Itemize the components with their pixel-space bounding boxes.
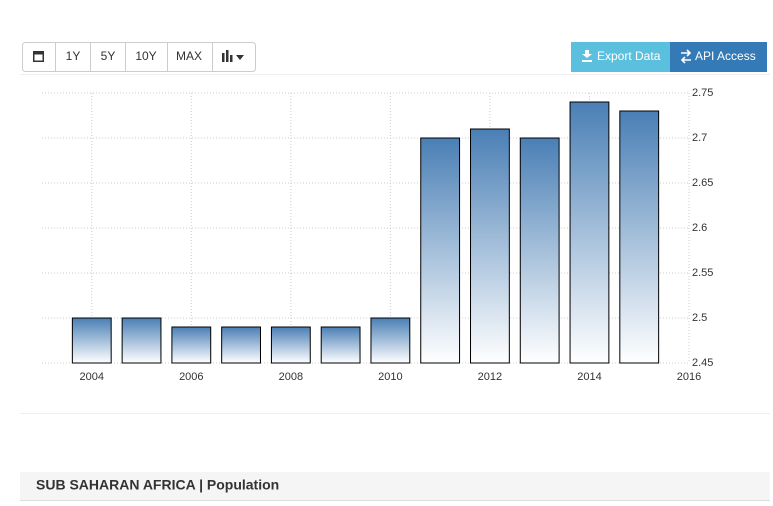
api-bg	[670, 42, 767, 72]
bar	[519, 137, 560, 364]
bar	[221, 326, 261, 364]
export-label: Export Data	[597, 49, 661, 63]
x-tick-label: 2006	[179, 371, 203, 383]
bar	[121, 317, 162, 364]
icon-part	[230, 55, 233, 62]
range-button[interactable]: 1Y	[66, 49, 81, 63]
x-tick-label: 2016	[677, 371, 701, 383]
download-icon	[582, 50, 592, 62]
plot: 2.45 2.5 2.55 2.6 2.65 2.7 2.75 2004 2006 2008 201…	[42, 87, 713, 383]
bar	[470, 128, 510, 364]
icon-part	[226, 50, 229, 62]
bar	[270, 326, 311, 364]
bar	[420, 137, 461, 364]
x-tick-label: 2010	[378, 371, 402, 383]
bar	[171, 326, 212, 364]
range-button[interactable]: 5Y	[101, 49, 116, 63]
swap-icon	[680, 49, 692, 64]
y-tick-label: 2.65	[692, 177, 713, 189]
calendar-button[interactable]	[33, 51, 44, 62]
y-tick-label: 2.75	[692, 87, 713, 99]
calendar-icon-inner	[34, 54, 43, 61]
toolbar: 1Y 5Y 10Y MAX	[22, 42, 256, 72]
y-tick-label: 2.45	[692, 357, 713, 369]
chart-title: SUB SAHARAN AFRICA | Population	[36, 477, 279, 493]
export-button[interactable]: Export Data	[571, 42, 670, 72]
range-button[interactable]: MAX	[176, 49, 202, 63]
y-tick-label: 2.5	[692, 312, 707, 324]
x-tick-label: 2008	[279, 371, 303, 383]
x-tick-label: 2012	[478, 371, 502, 383]
y-tick-label: 2.55	[692, 267, 713, 279]
range-button[interactable]: 10Y	[135, 49, 156, 63]
icon-part	[222, 53, 225, 62]
api-button[interactable]: API Access	[670, 42, 767, 72]
button-group	[22, 42, 256, 72]
footer-bar	[20, 472, 770, 500]
bar	[370, 317, 411, 364]
caret	[236, 55, 244, 60]
y-tick-label: 2.7	[692, 132, 707, 144]
bar	[320, 326, 361, 364]
chart-type-button[interactable]	[222, 50, 244, 62]
x-tick-label: 2004	[80, 371, 104, 383]
x-tick-label: 2014	[577, 371, 601, 383]
y-tick-label: 2.6	[692, 222, 707, 234]
api-label: API Access	[695, 49, 756, 63]
bar	[71, 317, 112, 364]
bar	[569, 101, 610, 364]
bar	[619, 110, 660, 364]
